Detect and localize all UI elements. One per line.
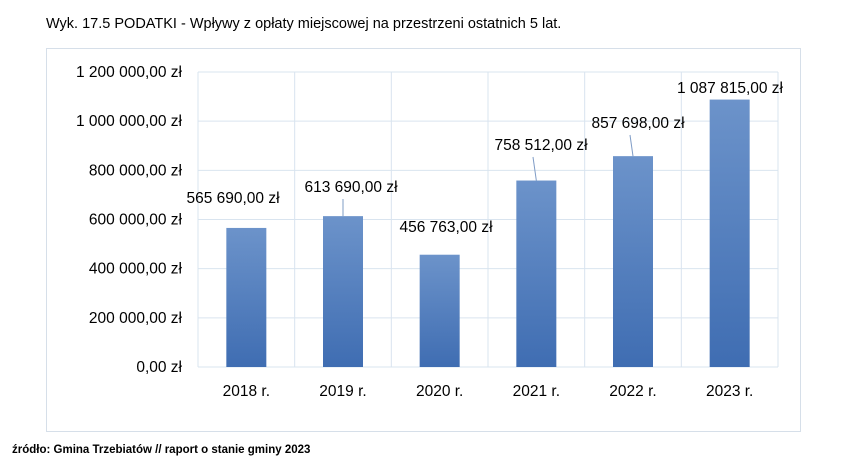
data-label-leader [629, 134, 634, 157]
x-category-label: 2023 r. [706, 383, 753, 400]
chart-caption: Wyk. 17.5 PODATKI - Wpływy z opłaty miej… [46, 16, 562, 32]
x-category-label: 2022 r. [609, 383, 656, 400]
data-label: 857 698,00 zł [591, 115, 685, 132]
y-tick-label: 1 200 000,00 zł [76, 64, 183, 81]
x-category-label: 2019 r. [319, 383, 366, 400]
source-note: źródło: Gmina Trzebiatów // raport o sta… [12, 444, 311, 456]
data-label: 565 690,00 zł [186, 190, 280, 207]
data-label: 456 763,00 zł [399, 219, 493, 236]
data-label-leader [532, 156, 537, 181]
y-tick-label: 1 000 000,00 zł [76, 113, 183, 130]
y-tick-label: 800 000,00 zł [89, 162, 183, 179]
bar [419, 254, 460, 367]
data-label: 1 087 815,00 zł [677, 80, 784, 97]
bar [516, 180, 557, 367]
data-label: 613 690,00 zł [304, 179, 398, 196]
x-category-label: 2018 r. [223, 383, 270, 400]
bar [613, 156, 653, 367]
x-category-label: 2020 r. [416, 383, 463, 400]
bar [226, 227, 267, 367]
y-tick-label: 600 000,00 zł [89, 212, 183, 229]
y-tick-label: 0,00 zł [136, 359, 182, 376]
bar [709, 99, 750, 368]
y-tick-label: 400 000,00 zł [89, 261, 183, 278]
bar [323, 216, 363, 367]
y-tick-label: 200 000,00 zł [89, 310, 183, 327]
chart-frame [46, 48, 801, 432]
data-label: 758 512,00 zł [494, 137, 588, 154]
x-category-label: 2021 r. [513, 383, 560, 400]
